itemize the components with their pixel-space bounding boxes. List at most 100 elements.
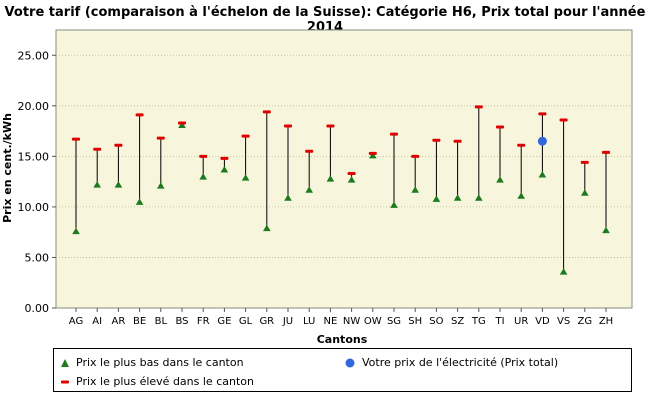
low-marker-gl <box>241 174 250 181</box>
high-marker-ai <box>93 147 102 151</box>
y-tick-label: 20.00 <box>18 100 50 113</box>
low-marker-ge <box>220 166 229 173</box>
x-tick-label-zh: ZH <box>599 316 613 327</box>
low-marker-tg <box>475 194 483 201</box>
low-marker-vs <box>559 268 568 275</box>
high-marker-sz <box>453 139 462 143</box>
high-marker-so <box>432 138 441 142</box>
x-tick-label-sg: SG <box>387 316 401 327</box>
x-tick-label-fr: FR <box>197 316 210 327</box>
x-tick-label-bs: BS <box>175 316 188 327</box>
y-tick-label: 0.00 <box>25 302 50 315</box>
y-tick-label: 15.00 <box>18 150 50 163</box>
high-marker-vs <box>559 118 568 122</box>
legend-item-low: Prix le plus bas dans le canton <box>60 356 244 369</box>
high-marker-zh <box>602 150 610 154</box>
x-tick-label-ju: JU <box>282 316 293 327</box>
grid-lines <box>56 54 632 258</box>
low-marker-ag <box>72 227 80 235</box>
low-marker-sg <box>390 201 398 208</box>
high-marker-fr <box>199 154 208 158</box>
x-tick-label-ar: AR <box>112 316 126 327</box>
high-marker-nw <box>347 172 356 176</box>
high-marker-bs <box>178 121 186 125</box>
y-axis-label: Prix en cent./kWh <box>1 113 14 223</box>
y-tick-label: 10.00 <box>18 201 50 214</box>
high-marker-ge <box>220 156 229 160</box>
high-marker-bl <box>156 136 165 140</box>
red-dash-icon <box>61 380 69 383</box>
high-marker-ag <box>72 137 80 141</box>
high-marker-gl <box>241 134 250 138</box>
high-marker-sh <box>411 154 420 158</box>
low-marker-bs <box>178 121 186 129</box>
low-marker-ur <box>517 192 525 199</box>
low-marker-so <box>432 195 441 202</box>
x-tick-label-vd: VD <box>535 316 550 327</box>
high-marker-ju <box>284 124 292 128</box>
legend-item-high: Prix le plus élevé dans le canton <box>60 375 254 388</box>
legend-item-price: Votre prix de l'électricité (Prix total) <box>344 356 558 369</box>
y-tick-label: 5.00 <box>25 251 50 264</box>
plot-area <box>55 29 633 309</box>
x-tick-label-vs: VS <box>557 316 570 327</box>
low-marker-zh <box>602 226 610 234</box>
x-tick-label-ai: AI <box>92 316 102 327</box>
low-marker-ti <box>496 176 504 183</box>
x-tick-label-ti: TI <box>494 316 504 327</box>
x-tick-label-gl: GL <box>239 316 253 327</box>
low-marker-ow <box>369 151 377 159</box>
low-marker-ne <box>326 175 335 182</box>
high-marker-ar <box>114 143 123 147</box>
y-tick-label: 25.00 <box>18 49 50 62</box>
low-marker-vd <box>538 171 547 178</box>
high-marker-tg <box>474 105 483 109</box>
x-axis: AG AI AR BE BL BS FR GE GL GR JU LU NE NW OW SG SH SO SZ TG… <box>69 308 613 327</box>
low-marker-zg <box>581 189 589 196</box>
high-marker-ow <box>368 151 377 155</box>
x-axis-label: Cantons <box>317 333 368 346</box>
x-tick-label-sz: SZ <box>451 316 464 327</box>
your-price-marker <box>537 136 547 146</box>
low-marker-bl <box>157 182 165 189</box>
low-marker-fr <box>199 173 207 180</box>
x-tick-label-zg: ZG <box>577 316 592 327</box>
high-marker-ur <box>517 143 526 147</box>
x-tick-label-lu: LU <box>303 316 315 327</box>
x-tick-label-gr: GR <box>259 316 274 327</box>
low-marker-ar <box>114 181 123 188</box>
y-axis: 0.00 5.00 10.00 15.00 20.00 25.00 <box>18 49 56 315</box>
legend-label-low: Prix le plus bas dans le canton <box>76 356 244 369</box>
x-tick-label-sh: SH <box>408 316 422 327</box>
data-marks <box>72 105 610 275</box>
legend-label-price: Votre prix de l'électricité (Prix total) <box>362 356 559 369</box>
low-marker-gr <box>263 224 271 232</box>
range-lines <box>75 106 607 272</box>
low-marker-ai <box>93 181 101 188</box>
low-marker-be <box>135 198 144 205</box>
high-marker-vd <box>538 112 547 116</box>
x-tick-label-ne: NE <box>323 316 337 327</box>
low-marker-sz <box>453 194 462 201</box>
high-marker-ti <box>496 125 504 129</box>
x-tick-label-so: SO <box>429 316 443 327</box>
x-tick-label-nw: NW <box>343 316 360 327</box>
x-tick-label-ur: UR <box>514 316 528 327</box>
x-tick-label-ge: GE <box>217 316 231 327</box>
x-tick-label-ag: AG <box>69 316 83 327</box>
high-marker-ne <box>326 124 335 128</box>
low-marker-ju <box>284 194 292 201</box>
blue-circle-icon <box>345 358 355 367</box>
x-tick-label-bl: BL <box>155 316 168 327</box>
low-marker-lu <box>305 186 313 193</box>
legend-label-high: Prix le plus élevé dans le canton <box>76 375 254 388</box>
high-marker-gr <box>262 110 271 114</box>
high-marker-zg <box>580 160 589 164</box>
high-marker-be <box>135 113 144 117</box>
low-marker-nw <box>347 176 356 183</box>
legend: Prix le plus bas dans le canton Prix le … <box>53 348 632 392</box>
high-marker-lu <box>305 149 314 153</box>
green-triangle-icon <box>61 358 69 367</box>
x-tick-label-ow: OW <box>364 316 382 327</box>
